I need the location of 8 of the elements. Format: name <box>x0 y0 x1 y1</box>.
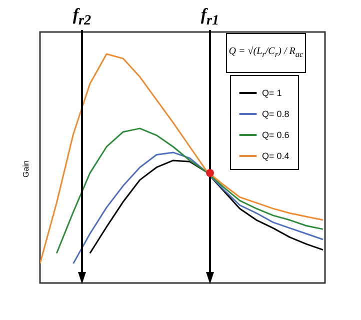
text: f$_{r1}$ <box>200 5 220 28</box>
legend-label: Q= 0.8 <box>262 109 290 119</box>
legend-label: Q= 0.4 <box>262 151 290 161</box>
formula-box: Q = √(L$_{r}$/C$_{r}$) / R$_{ac}$ <box>226 33 306 73</box>
text: f$_{r2}$ <box>72 5 92 28</box>
y-axis-title: Gain <box>22 160 30 178</box>
legend-label: Q= 1 <box>262 88 282 98</box>
legend-label: Q= 0.6 <box>262 130 290 140</box>
